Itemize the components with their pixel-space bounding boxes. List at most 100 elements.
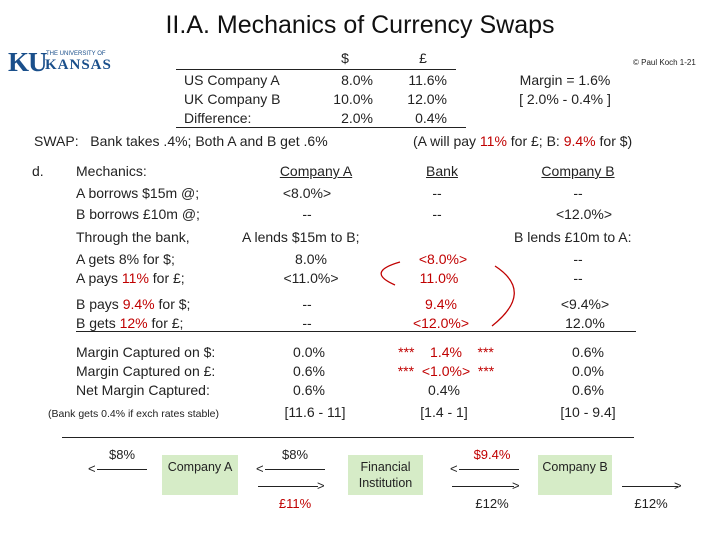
company-b-box: Company B bbox=[538, 455, 612, 495]
rates-row-usd: 10.0% bbox=[333, 91, 373, 107]
logo-name: KANSAS bbox=[45, 57, 112, 73]
flow-mid-arrow-tail: > bbox=[317, 478, 325, 493]
rates-row-usd: 2.0% bbox=[341, 110, 373, 126]
captured-usd-bank-value: 1.4% bbox=[430, 344, 462, 360]
footer-credit: © Paul Koch 1-21 bbox=[633, 58, 696, 67]
captured-usd-bank: *** 1.4% *** bbox=[398, 344, 494, 360]
a-lends: A lends $15m to B; bbox=[242, 229, 360, 245]
b-gets-underline bbox=[76, 331, 636, 332]
cell-a: <8.0%> bbox=[282, 185, 332, 201]
captured-gbp-bank-value: <1.0%> bbox=[421, 363, 471, 379]
cell-bank: <12.0%> bbox=[412, 315, 470, 331]
margin-calc: [ 2.0% - 0.4% ] bbox=[519, 91, 611, 107]
row-a-pays: A pays 11% for £; bbox=[76, 270, 185, 286]
swap-summary: SWAP: Bank takes .4%; Both A and B get .… bbox=[34, 133, 328, 149]
row-b-gets: B gets 12% for £; bbox=[76, 315, 183, 331]
swap-note-close: for $) bbox=[599, 133, 633, 149]
logo-university-label: THE UNIVERSITY OF bbox=[46, 51, 106, 57]
flow-mid-gbp: £12% bbox=[475, 496, 509, 511]
rates-row-label: Difference: bbox=[184, 110, 252, 126]
col-company-b: Company B bbox=[541, 163, 615, 179]
net-margin-b: 0.6% bbox=[572, 382, 604, 398]
calc-b: [10 - 9.4] bbox=[560, 404, 616, 420]
cell-a: -- bbox=[302, 315, 312, 331]
captured-usd-a: 0.0% bbox=[293, 344, 325, 360]
captured-gbp-b: 0.0% bbox=[572, 363, 604, 379]
net-margin-label: Net Margin Captured: bbox=[76, 382, 210, 398]
rates-difference-underline bbox=[176, 127, 466, 128]
rates-row-gbp: 11.6% bbox=[408, 72, 447, 88]
rates-row-usd: 8.0% bbox=[341, 72, 373, 88]
cell-a: 8.0% bbox=[295, 251, 327, 267]
company-a-label: Company A bbox=[167, 460, 233, 474]
flow-right-gbp: £12% bbox=[634, 496, 668, 511]
cell-bank: -- bbox=[432, 185, 442, 201]
row-b-pays-rate: 9.4% bbox=[122, 296, 155, 312]
cell-bank: <8.0%> bbox=[418, 251, 468, 267]
row-b-gets-post: for £; bbox=[151, 315, 184, 331]
b-lends: B lends £10m to A: bbox=[514, 229, 632, 245]
captured-gbp-label: Margin Captured on £: bbox=[76, 363, 216, 379]
captured-usd-b: 0.6% bbox=[572, 344, 604, 360]
margin-label: Margin = 1.6% bbox=[519, 72, 611, 88]
flow-mid-arrow-head: < bbox=[256, 461, 264, 476]
section-marker: d. bbox=[32, 163, 44, 179]
row-through-bank: Through the bank, bbox=[76, 229, 190, 245]
cell-b: -- bbox=[573, 270, 583, 286]
row-b-borrows: B borrows £10m @; bbox=[76, 206, 200, 222]
row-a-gets-post: for $; bbox=[142, 251, 175, 267]
curve-a-left bbox=[380, 261, 401, 286]
logo-mark: KU bbox=[8, 47, 47, 77]
bank-note: (Bank gets 0.4% if exch rates stable) bbox=[48, 408, 219, 420]
stars-left: *** bbox=[398, 344, 415, 360]
swap-text: Bank takes .4%; Both A and B get .6% bbox=[90, 133, 328, 149]
captured-usd-label: Margin Captured on $: bbox=[76, 344, 216, 360]
net-margin-bank: 0.4% bbox=[428, 382, 460, 398]
row-a-gets-pre: A gets bbox=[76, 251, 115, 267]
col-bank: Bank bbox=[426, 163, 458, 179]
captured-gbp-a: 0.6% bbox=[293, 363, 325, 379]
financial-institution-box: Financial Institution bbox=[348, 455, 423, 495]
flow-divider bbox=[62, 437, 634, 438]
rates-header-underline bbox=[176, 69, 456, 70]
swap-note: (A will pay 11% for £; B: 9.4% for $) bbox=[413, 133, 632, 149]
flow-mid-bottom-arrow bbox=[258, 486, 318, 487]
captured-gbp-bank: *** <1.0%> *** bbox=[398, 363, 495, 379]
rates-row-label: UK Company B bbox=[184, 91, 281, 107]
university-logo: KU THE UNIVERSITY OF KANSAS bbox=[8, 47, 112, 77]
row-b-pays-post: for $; bbox=[158, 296, 191, 312]
flow-left-arrow bbox=[97, 469, 147, 470]
cell-b: <12.0%> bbox=[555, 206, 613, 222]
flow-left-usd: $8% bbox=[108, 447, 136, 462]
cell-b: -- bbox=[573, 251, 583, 267]
cell-a: <11.0%> bbox=[283, 270, 339, 286]
net-margin-a: 0.6% bbox=[293, 382, 325, 398]
row-a-borrows: A borrows $15m @; bbox=[76, 185, 200, 201]
curve-right bbox=[491, 265, 515, 327]
stars-right: *** bbox=[477, 344, 494, 360]
row-b-pays: B pays 9.4% for $; bbox=[76, 296, 190, 312]
company-a-box: Company A bbox=[162, 455, 238, 495]
page-title: II.A. Mechanics of Currency Swaps bbox=[165, 11, 555, 39]
flow-left-arrow-head: < bbox=[88, 461, 96, 476]
row-b-gets-pre: B gets bbox=[76, 315, 116, 331]
rates-row-gbp: 0.4% bbox=[415, 110, 447, 126]
stars-right: *** bbox=[477, 363, 495, 379]
flow-mid-usd: $8% bbox=[281, 447, 309, 462]
flow-far-right-arrow-tail: > bbox=[674, 478, 682, 493]
rates-head-gbp: £ bbox=[419, 50, 427, 66]
rates-head-usd: $ bbox=[341, 50, 349, 66]
mechanics-heading: Mechanics: bbox=[76, 163, 147, 179]
financial-institution-label: Financial Institution bbox=[358, 460, 413, 490]
flow-right-usd: $9.4% bbox=[473, 447, 511, 462]
rates-row-gbp: 12.0% bbox=[407, 91, 447, 107]
cell-b: <9.4%> bbox=[560, 296, 610, 312]
swap-note-b-rate: 9.4% bbox=[563, 133, 596, 149]
swap-note-open: (A will pay bbox=[413, 133, 477, 149]
company-b-label: Company B bbox=[542, 460, 608, 474]
flow-a-gbp: £11% bbox=[278, 496, 312, 511]
flow-right-arrow-tail: > bbox=[512, 478, 520, 493]
row-a-gets-rate: 8% bbox=[118, 251, 140, 267]
row-b-pays-pre: B pays bbox=[76, 296, 119, 312]
